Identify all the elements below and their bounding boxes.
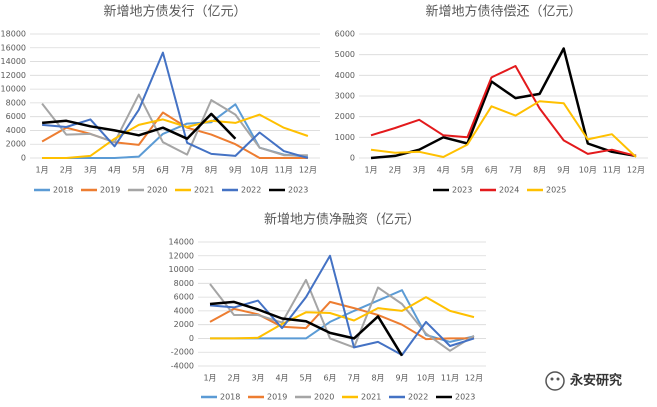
y-tick-label: 2000 xyxy=(6,140,26,149)
x-tick-label: 2月 xyxy=(60,166,73,175)
x-tick-label: 5月 xyxy=(299,374,312,383)
series-line xyxy=(370,100,637,158)
y-tick-label: 4000 xyxy=(335,71,355,80)
series-line xyxy=(41,93,308,157)
legend-label: 2022 xyxy=(408,393,428,402)
legend-label: 2020 xyxy=(147,186,167,195)
series-line xyxy=(42,113,309,159)
y-tick-label: 0 xyxy=(350,154,355,163)
x-tick-label: 9月 xyxy=(395,374,408,383)
x-tick-label: 1月 xyxy=(203,374,216,383)
x-tick-label: 5月 xyxy=(461,166,474,175)
legend-label: 2019 xyxy=(267,393,287,402)
x-tick-label: 8月 xyxy=(371,374,384,383)
y-tick-label: 3000 xyxy=(335,92,355,101)
chart-title: 新增地方债待偿还（亿元） xyxy=(425,4,581,20)
x-tick-label: 10月 xyxy=(417,374,435,383)
x-tick-label: 4月 xyxy=(275,374,288,383)
x-tick-label: 4月 xyxy=(108,166,121,175)
y-tick-label: -2000 xyxy=(171,348,194,357)
legend-label: 2023 xyxy=(455,393,475,402)
y-tick-label: 12000 xyxy=(1,71,26,80)
y-tick-label: 0 xyxy=(21,154,26,163)
chart-title: 新增地方债发行（亿元） xyxy=(103,4,246,20)
y-tick-label: 8000 xyxy=(174,279,194,288)
x-tick-label: 7月 xyxy=(181,166,194,175)
legend-label: 2025 xyxy=(546,186,566,195)
x-tick-label: 6月 xyxy=(485,166,498,175)
x-tick-label: 4月 xyxy=(437,166,450,175)
x-tick-label: 2月 xyxy=(227,374,240,383)
legend-label: 2020 xyxy=(314,393,334,402)
legend-label: 2022 xyxy=(241,186,261,195)
x-tick-label: 9月 xyxy=(557,166,570,175)
y-tick-label: 0 xyxy=(189,334,194,343)
x-tick-label: 7月 xyxy=(509,166,522,175)
y-tick-label: 5000 xyxy=(335,50,355,59)
x-tick-label: 6月 xyxy=(156,166,169,175)
y-tick-label: -4000 xyxy=(171,362,194,371)
x-tick-label: 11月 xyxy=(603,166,621,175)
y-tick-label: 2000 xyxy=(335,112,355,121)
series-line xyxy=(209,254,475,356)
chart-title: 新增地方债净融资（亿元） xyxy=(264,212,420,228)
series-line xyxy=(209,300,404,357)
x-tick-label: 8月 xyxy=(533,166,546,175)
x-tick-label: 11月 xyxy=(275,166,293,175)
legend-label: 2018 xyxy=(220,393,240,402)
legend-label: 2018 xyxy=(53,186,73,195)
series-line xyxy=(42,51,309,159)
series-line xyxy=(41,111,308,159)
x-tick-label: 1月 xyxy=(364,166,377,175)
y-tick-label: 6000 xyxy=(6,112,26,121)
y-tick-label: 10000 xyxy=(169,265,194,274)
legend-label: 2019 xyxy=(100,186,120,195)
y-tick-label: 2000 xyxy=(174,320,194,329)
x-tick-label: 2月 xyxy=(389,166,402,175)
x-tick-label: 12月 xyxy=(627,166,645,175)
x-tick-label: 3月 xyxy=(413,166,426,175)
y-tick-label: 8000 xyxy=(6,98,26,107)
x-tick-label: 12月 xyxy=(299,166,317,175)
legend-label: 2023 xyxy=(452,186,472,195)
y-tick-label: 10000 xyxy=(1,85,26,94)
x-tick-label: 8月 xyxy=(205,166,218,175)
watermark: 永安研究 xyxy=(569,373,622,389)
y-tick-label: 14000 xyxy=(1,57,26,66)
x-tick-label: 5月 xyxy=(132,166,145,175)
x-tick-label: 3月 xyxy=(251,374,264,383)
y-tick-label: 6000 xyxy=(174,293,194,302)
series-line xyxy=(41,112,237,140)
y-tick-label: 1000 xyxy=(335,133,355,142)
legend-label: 2021 xyxy=(194,186,214,195)
series-line xyxy=(210,296,475,340)
x-tick-label: 7月 xyxy=(347,374,360,383)
y-tick-label: 6000 xyxy=(335,30,355,39)
x-tick-label: 10月 xyxy=(579,166,597,175)
x-tick-label: 1月 xyxy=(36,166,49,175)
watermark-icon xyxy=(545,371,565,391)
legend-label: 2024 xyxy=(499,186,519,195)
y-tick-label: 4000 xyxy=(6,126,26,135)
x-tick-label: 11月 xyxy=(441,374,459,383)
series-line xyxy=(370,65,637,157)
legend-label: 2023 xyxy=(288,186,308,195)
x-tick-label: 12月 xyxy=(465,374,483,383)
series-line xyxy=(370,47,637,160)
legend-label: 2021 xyxy=(361,393,381,402)
y-tick-label: 12000 xyxy=(169,251,194,260)
x-tick-label: 10月 xyxy=(250,166,268,175)
y-tick-label: 16000 xyxy=(1,43,26,52)
x-tick-label: 3月 xyxy=(84,166,97,175)
y-tick-label: 18000 xyxy=(1,30,26,39)
y-tick-label: 4000 xyxy=(174,306,194,315)
y-tick-label: 14000 xyxy=(169,238,194,247)
x-tick-label: 9月 xyxy=(229,166,242,175)
series-line xyxy=(209,278,475,352)
x-tick-label: 6月 xyxy=(323,374,336,383)
